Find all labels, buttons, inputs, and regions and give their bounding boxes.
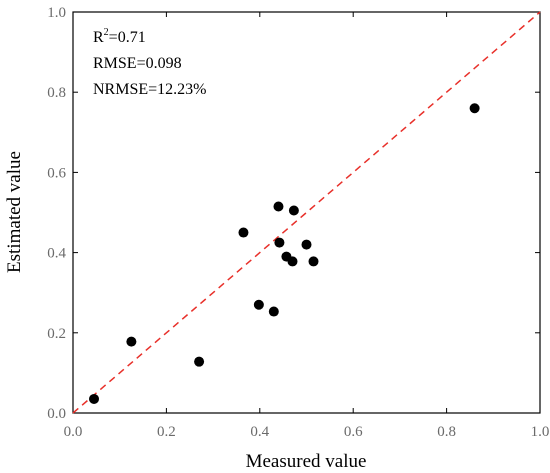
x-tick-label: 0.4 xyxy=(250,424,269,440)
data-point-6 xyxy=(268,306,279,317)
data-point-2 xyxy=(126,336,137,347)
data-point-11 xyxy=(288,205,299,216)
data-points xyxy=(89,103,480,404)
data-point-3 xyxy=(194,356,205,367)
r2-annotation: R2=0.71 xyxy=(93,27,146,46)
x-tick-label: 0.8 xyxy=(437,424,456,440)
y-tick-label: 0.8 xyxy=(47,85,66,101)
x-tick-label: 0.6 xyxy=(344,424,363,440)
data-point-10 xyxy=(287,256,298,267)
y-tick-label: 0.6 xyxy=(47,165,66,181)
x-tick-label: 0.2 xyxy=(157,424,176,440)
plot-frame xyxy=(72,11,541,414)
y-tick-label: 0.0 xyxy=(47,406,66,422)
x-tick-label: 0.0 xyxy=(64,424,83,440)
x-tick-label: 1.0 xyxy=(531,424,550,440)
y-tick-label: 1.0 xyxy=(47,5,66,21)
data-point-14 xyxy=(469,103,480,114)
y-tick-label: 0.4 xyxy=(47,246,66,262)
y-tick-label: 0.2 xyxy=(47,326,66,342)
data-point-13 xyxy=(308,256,319,267)
y-axis-title: Estimated value xyxy=(4,151,25,273)
data-point-12 xyxy=(301,239,312,250)
tick-labels: 0.0 0.2 0.4 0.6 0.8 1.0 0.0 0.2 0.4 0.6 0.8 1.0 xyxy=(47,5,549,440)
rmse-annotation: RMSE=0.098 xyxy=(93,55,182,72)
data-point-8 xyxy=(274,237,285,248)
nrmse-annotation: NRMSE=12.23% xyxy=(93,81,206,98)
data-point-5 xyxy=(253,299,264,310)
one-to-one-line xyxy=(72,11,541,414)
data-point-7 xyxy=(273,201,284,212)
data-point-1 xyxy=(89,393,100,404)
x-axis-title: Measured value xyxy=(246,451,367,472)
data-point-4 xyxy=(238,227,249,238)
